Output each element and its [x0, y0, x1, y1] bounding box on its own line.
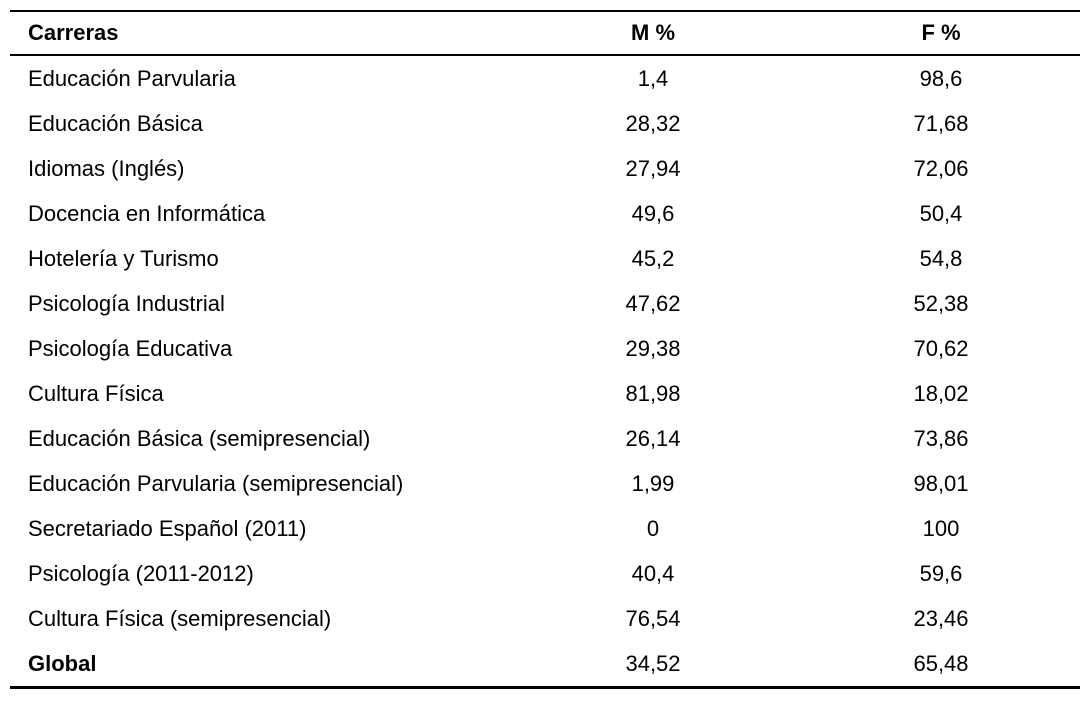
carrera-cell: Psicología Educativa: [28, 336, 233, 361]
m-cell: 40,4: [631, 561, 675, 586]
carrera-cell: Psicología (2011-2012): [28, 561, 254, 586]
f-cell: 50,4: [919, 201, 963, 226]
table-header-row: Carreras M % F %: [10, 12, 1080, 56]
m-cell: 0: [646, 516, 660, 541]
column-header-m-percent: M %: [631, 20, 675, 45]
m-cell: 45,2: [631, 246, 675, 271]
f-cell: 59,6: [919, 561, 963, 586]
m-cell: 1,4: [637, 66, 669, 91]
column-header-carreras: Carreras: [28, 20, 119, 45]
carrera-cell: Docencia en Informática: [28, 201, 266, 226]
carrera-cell: Hotelería y Turismo: [28, 246, 219, 271]
f-cell: 54,8: [919, 246, 963, 271]
table-row: Docencia en Informática 49,6 50,4: [10, 191, 1080, 236]
f-cell: 23,46: [913, 606, 969, 631]
carrera-cell: Educación Parvularia (semipresencial): [28, 471, 404, 496]
m-cell: 34,52: [625, 651, 681, 676]
carrera-cell: Global: [28, 651, 97, 676]
carrera-cell: Educación Parvularia: [28, 66, 236, 91]
table-row: Educación Parvularia 1,4 98,6: [10, 56, 1080, 101]
m-cell: 27,94: [625, 156, 681, 181]
table-row: Cultura Física (semipresencial) 76,54 23…: [10, 596, 1080, 641]
m-cell: 81,98: [625, 381, 681, 406]
m-cell: 47,62: [625, 291, 681, 316]
m-cell: 1,99: [631, 471, 675, 496]
carrera-cell: Educación Básica (semipresencial): [28, 426, 371, 451]
table-row: Educación Básica (semipresencial) 26,14 …: [10, 416, 1080, 461]
m-cell: 29,38: [625, 336, 681, 361]
f-cell: 98,6: [919, 66, 963, 91]
f-cell: 18,02: [913, 381, 969, 406]
table-row: Psicología Educativa 29,38 70,62: [10, 326, 1080, 371]
table-row: Hotelería y Turismo 45,2 54,8: [10, 236, 1080, 281]
carrera-cell: Educación Básica: [28, 111, 203, 136]
table-row: Cultura Física 81,98 18,02: [10, 371, 1080, 416]
column-header-f-percent: F %: [921, 20, 961, 45]
m-cell: 26,14: [625, 426, 681, 451]
carrera-cell: Cultura Física (semipresencial): [28, 606, 332, 631]
table-row: Secretariado Español (2011) 0 100: [10, 506, 1080, 551]
f-cell: 100: [922, 516, 960, 541]
carrera-cell: Idiomas (Inglés): [28, 156, 185, 181]
f-cell: 98,01: [913, 471, 969, 496]
m-cell: 28,32: [625, 111, 681, 136]
f-cell: 52,38: [913, 291, 969, 316]
carrera-cell: Secretariado Español (2011): [28, 516, 307, 541]
careers-table: Carreras M % F % Educación Parvularia 1,…: [10, 10, 1080, 689]
f-cell: 65,48: [913, 651, 969, 676]
m-cell: 49,6: [631, 201, 675, 226]
table-row: Psicología Industrial 47,62 52,38: [10, 281, 1080, 326]
carrera-cell: Psicología Industrial: [28, 291, 225, 316]
table-row: Educación Básica 28,32 71,68: [10, 101, 1080, 146]
table-row: Idiomas (Inglés) 27,94 72,06: [10, 146, 1080, 191]
f-cell: 71,68: [913, 111, 969, 136]
m-cell: 76,54: [625, 606, 681, 631]
table-row: Educación Parvularia (semipresencial) 1,…: [10, 461, 1080, 506]
table-body: Educación Parvularia 1,4 98,6 Educación …: [10, 56, 1080, 686]
carrera-cell: Cultura Física: [28, 381, 164, 406]
table-row: Global 34,52 65,48: [10, 641, 1080, 686]
f-cell: 70,62: [913, 336, 969, 361]
f-cell: 72,06: [913, 156, 969, 181]
f-cell: 73,86: [913, 426, 969, 451]
table-row: Psicología (2011-2012) 40,4 59,6: [10, 551, 1080, 596]
